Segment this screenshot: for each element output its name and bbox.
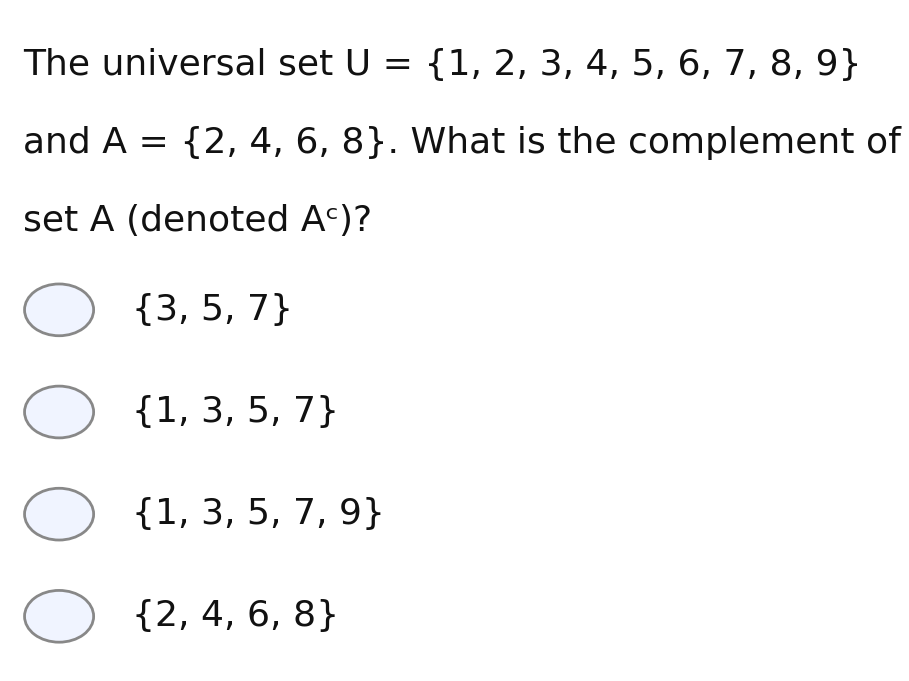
Circle shape	[25, 590, 94, 642]
Text: {1, 3, 5, 7}: {1, 3, 5, 7}	[132, 395, 339, 429]
Text: {3, 5, 7}: {3, 5, 7}	[132, 293, 293, 327]
Circle shape	[25, 284, 94, 336]
Text: {2, 4, 6, 8}: {2, 4, 6, 8}	[132, 599, 339, 633]
Text: set A (denoted Aᶜ)?: set A (denoted Aᶜ)?	[23, 204, 372, 238]
Circle shape	[25, 386, 94, 438]
Text: and A = {2, 4, 6, 8}. What is the complement of: and A = {2, 4, 6, 8}. What is the comple…	[23, 126, 901, 160]
Text: The universal set U = {1, 2, 3, 4, 5, 6, 7, 8, 9}: The universal set U = {1, 2, 3, 4, 5, 6,…	[23, 48, 861, 82]
Circle shape	[25, 488, 94, 540]
Text: {1, 3, 5, 7, 9}: {1, 3, 5, 7, 9}	[132, 497, 385, 531]
